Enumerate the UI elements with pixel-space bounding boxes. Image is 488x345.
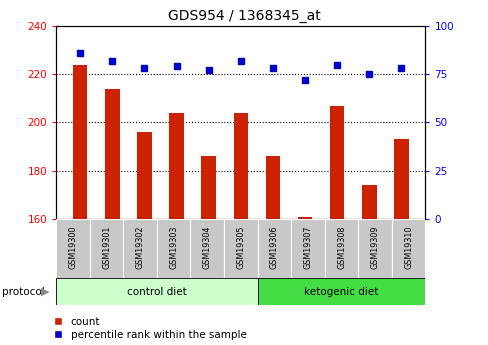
- Bar: [137, 132, 151, 219]
- Text: GSM19301: GSM19301: [102, 226, 111, 269]
- Bar: [393, 139, 408, 219]
- Bar: [201, 156, 216, 219]
- Bar: [105, 89, 120, 219]
- Bar: [290, 219, 324, 278]
- Bar: [56, 219, 90, 278]
- Bar: [90, 219, 123, 278]
- Bar: [56, 278, 257, 305]
- Bar: [297, 217, 312, 219]
- Bar: [361, 185, 376, 219]
- Bar: [190, 219, 224, 278]
- Bar: [233, 113, 247, 219]
- Text: GSM19303: GSM19303: [169, 226, 178, 269]
- Bar: [324, 219, 358, 278]
- Text: control diet: control diet: [127, 287, 186, 296]
- Bar: [391, 219, 425, 278]
- Text: GSM19309: GSM19309: [370, 226, 379, 269]
- Legend: count, percentile rank within the sample: count, percentile rank within the sample: [54, 317, 246, 340]
- Text: GDS954 / 1368345_at: GDS954 / 1368345_at: [168, 9, 320, 23]
- Bar: [73, 65, 87, 219]
- Text: GSM19308: GSM19308: [336, 226, 346, 269]
- Bar: [329, 106, 344, 219]
- Text: ketogenic diet: ketogenic diet: [304, 287, 378, 296]
- Bar: [157, 219, 190, 278]
- Text: protocol: protocol: [2, 287, 45, 296]
- Text: GSM19306: GSM19306: [269, 226, 278, 269]
- Text: GSM19304: GSM19304: [203, 226, 211, 269]
- Bar: [257, 278, 425, 305]
- Bar: [123, 219, 157, 278]
- Text: GSM19307: GSM19307: [303, 226, 312, 269]
- Bar: [265, 156, 280, 219]
- Bar: [224, 219, 257, 278]
- Text: ▶: ▶: [41, 287, 49, 296]
- Text: GSM19300: GSM19300: [68, 226, 78, 269]
- Bar: [358, 219, 391, 278]
- Bar: [257, 219, 290, 278]
- Text: GSM19302: GSM19302: [135, 226, 144, 269]
- Text: GSM19305: GSM19305: [236, 226, 245, 269]
- Text: GSM19310: GSM19310: [403, 226, 412, 269]
- Bar: [169, 113, 183, 219]
